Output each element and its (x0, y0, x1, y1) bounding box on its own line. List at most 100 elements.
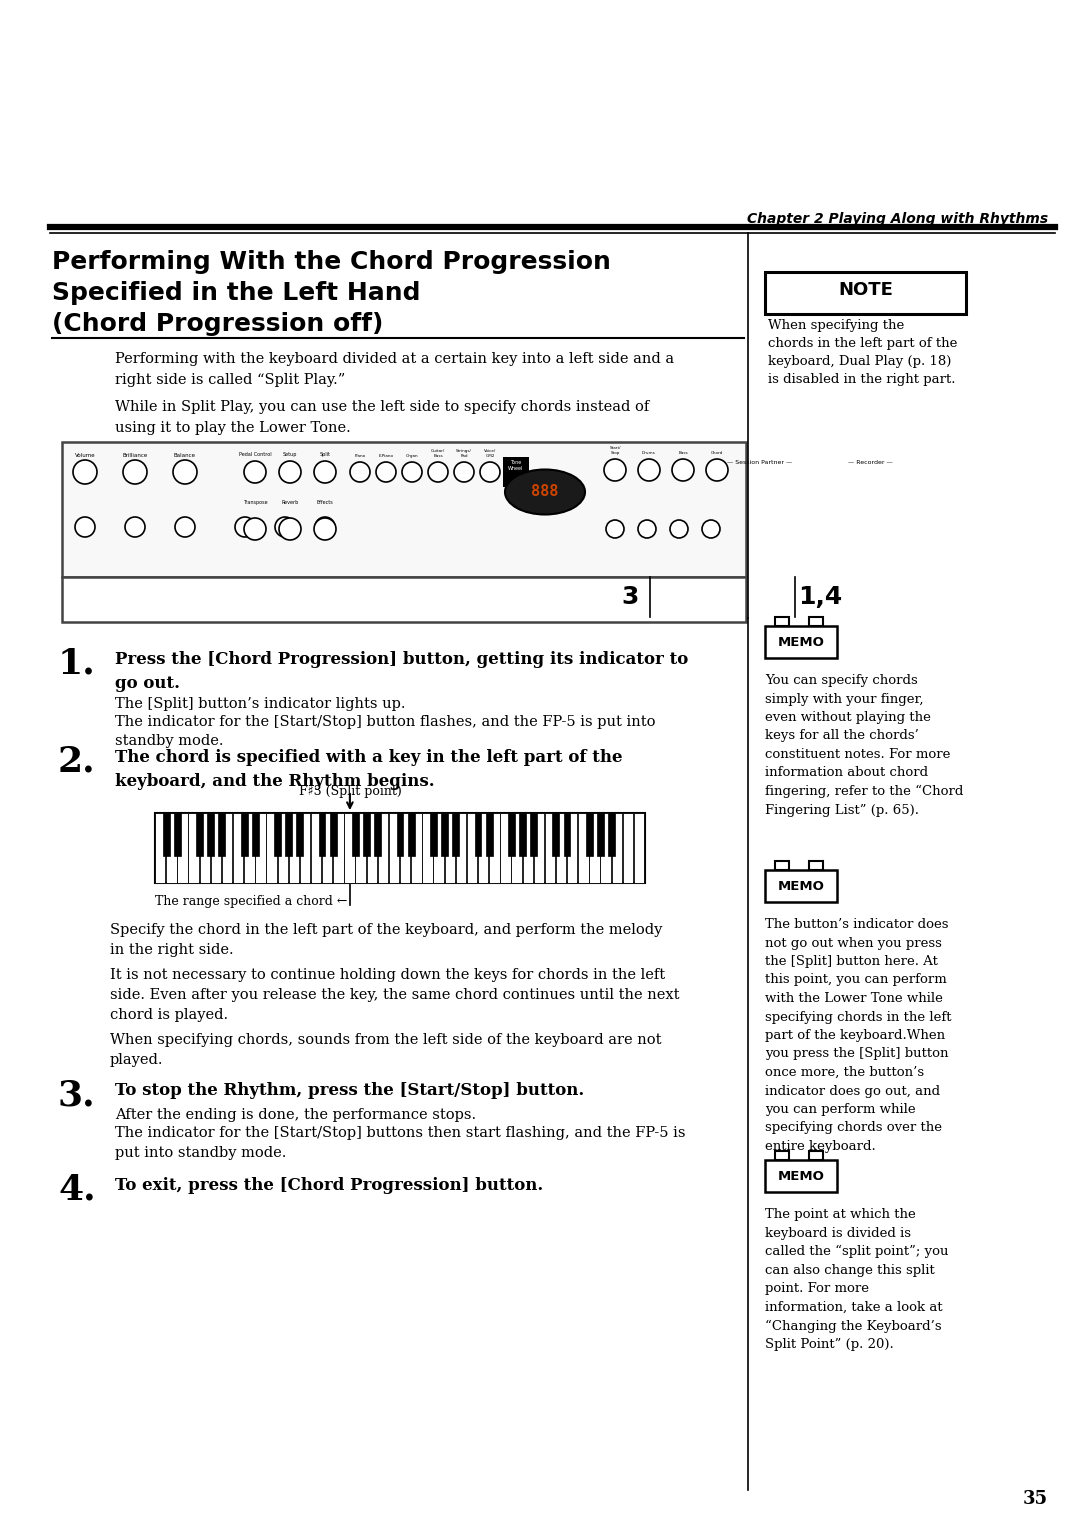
Bar (433, 813, 444, 883)
Bar (274, 813, 281, 856)
Bar (809, 617, 823, 626)
Bar (177, 813, 188, 883)
Bar (211, 813, 221, 883)
Text: Specified in the Left Hand: Specified in the Left Hand (52, 281, 420, 306)
Circle shape (125, 516, 145, 536)
Text: Specify the chord in the left part of the keyboard, and perform the melody
in th: Specify the chord in the left part of th… (110, 923, 662, 957)
Text: The button’s indicator does
not go out when you press
the [Split] button here. A: The button’s indicator does not go out w… (765, 918, 951, 1154)
Text: F♯3 (Split point): F♯3 (Split point) (298, 785, 402, 798)
Text: Chapter 2 Playing Along with Rhythms: Chapter 2 Playing Along with Rhythms (747, 212, 1048, 226)
Bar (508, 813, 515, 856)
Bar (809, 1151, 823, 1160)
Bar (329, 813, 337, 856)
Bar (200, 813, 210, 883)
Text: Press the [Chord Progression] button, getting its indicator to
go out.: Press the [Chord Progression] button, ge… (114, 651, 688, 692)
Text: Performing with the keyboard divided at a certain key into a left side and a
rig: Performing with the keyboard divided at … (114, 351, 674, 387)
Bar (400, 813, 410, 883)
Circle shape (75, 516, 95, 536)
Circle shape (606, 520, 624, 538)
Bar (564, 813, 570, 856)
Bar (334, 813, 343, 883)
Bar (267, 813, 276, 883)
Text: Setup: Setup (283, 452, 297, 457)
Text: NOTE: NOTE (838, 281, 893, 299)
FancyBboxPatch shape (765, 272, 966, 313)
Bar (556, 813, 566, 883)
Text: When specifying chords, sounds from the left side of the keyboard are not
played: When specifying chords, sounds from the … (110, 1033, 661, 1067)
Bar (218, 813, 226, 856)
Bar (600, 813, 611, 883)
Bar (809, 860, 823, 869)
Text: 1.: 1. (58, 646, 96, 681)
Bar (244, 813, 255, 883)
Circle shape (706, 458, 728, 481)
Text: 3.: 3. (58, 1077, 96, 1112)
Bar (585, 813, 593, 856)
Bar (453, 813, 459, 856)
Bar (775, 860, 789, 869)
Text: Piano: Piano (354, 454, 365, 458)
Bar (634, 813, 645, 883)
Text: To exit, press the [Chord Progression] button.: To exit, press the [Chord Progression] b… (114, 1177, 543, 1193)
Circle shape (454, 461, 474, 481)
Bar (233, 813, 243, 883)
Bar (445, 813, 455, 883)
Bar (285, 813, 292, 856)
Bar (311, 813, 322, 883)
Circle shape (314, 518, 336, 539)
Text: Strings/
Pad: Strings/ Pad (456, 449, 472, 458)
Text: Tone
Wheel: Tone Wheel (509, 460, 524, 471)
Bar (544, 813, 555, 883)
Text: 1,4: 1,4 (798, 585, 842, 610)
Text: MEMO: MEMO (778, 880, 824, 892)
Circle shape (244, 518, 266, 539)
Bar (441, 813, 448, 856)
Circle shape (123, 460, 147, 484)
Text: 3: 3 (621, 585, 638, 610)
Bar (534, 813, 544, 883)
Bar (255, 813, 266, 883)
Circle shape (314, 461, 336, 483)
Bar (345, 813, 354, 883)
Bar (530, 813, 537, 856)
Circle shape (175, 516, 195, 536)
Bar (389, 813, 400, 883)
Text: Split: Split (320, 452, 330, 457)
Bar (355, 813, 366, 883)
Bar (352, 813, 359, 856)
Text: 888: 888 (531, 484, 558, 500)
Bar (174, 813, 180, 856)
Circle shape (279, 518, 301, 539)
Circle shape (275, 516, 295, 536)
Bar (608, 813, 615, 856)
Text: Balance: Balance (174, 452, 195, 458)
Bar (553, 813, 559, 856)
Text: The chord is specified with a key in the left part of the
keyboard, and the Rhyt: The chord is specified with a key in the… (114, 749, 622, 790)
Bar (188, 813, 199, 883)
Bar (775, 617, 789, 626)
Bar (197, 813, 203, 856)
Text: MEMO: MEMO (778, 636, 824, 648)
Bar (503, 457, 529, 487)
Bar (567, 813, 578, 883)
Bar (590, 813, 599, 883)
Circle shape (244, 461, 266, 483)
Bar (765, 869, 837, 902)
Circle shape (376, 461, 396, 481)
Circle shape (672, 458, 694, 481)
Bar (467, 813, 477, 883)
Bar (765, 1160, 837, 1192)
Bar (241, 813, 247, 856)
Text: It is not necessary to continue holding down the keys for chords in the left
sid: It is not necessary to continue holding … (110, 969, 679, 1022)
Circle shape (638, 520, 656, 538)
Text: Performing With the Chord Progression: Performing With the Chord Progression (52, 251, 611, 274)
Bar (523, 813, 532, 883)
Circle shape (670, 520, 688, 538)
Text: Voice/
GM2: Voice/ GM2 (484, 449, 496, 458)
Text: Brilliance: Brilliance (122, 452, 148, 458)
Text: Drums: Drums (643, 451, 656, 455)
Bar (500, 813, 511, 883)
Text: E.Piano: E.Piano (378, 454, 393, 458)
Bar (207, 813, 214, 856)
Bar (430, 813, 437, 856)
